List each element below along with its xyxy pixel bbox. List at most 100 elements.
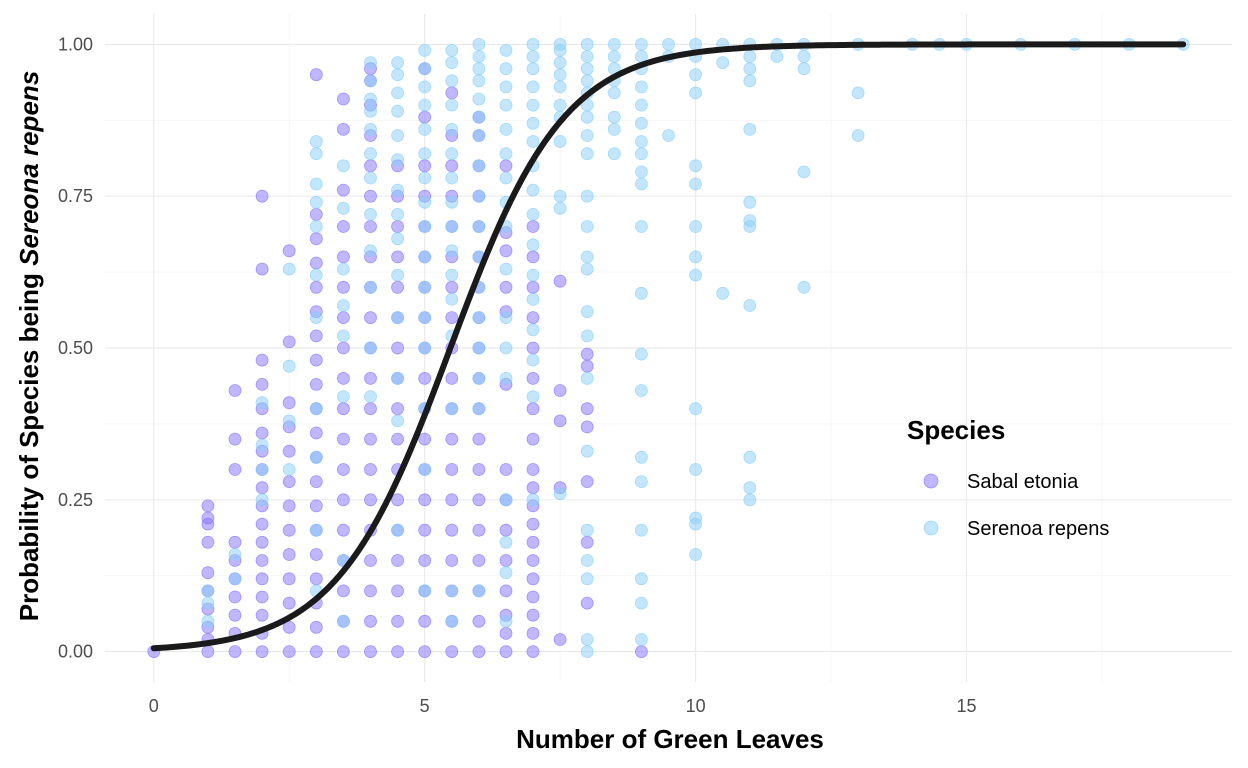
point-serenoa-repens — [580, 147, 594, 161]
point-serenoa-repens — [255, 438, 269, 452]
point-serenoa-repens — [336, 159, 350, 173]
point-serenoa-repens — [689, 268, 702, 282]
point-serenoa-repens — [635, 572, 648, 586]
point-serenoa-repens — [580, 444, 594, 458]
point-serenoa-repens — [607, 86, 621, 100]
point-sabal-etonia — [445, 463, 459, 476]
point-serenoa-repens — [580, 74, 594, 88]
point-serenoa-repens — [445, 56, 459, 69]
point-sabal-etonia — [364, 432, 377, 446]
point-serenoa-repens — [418, 311, 432, 325]
point-sabal-etonia — [282, 596, 296, 610]
point-sabal-etonia — [635, 645, 648, 658]
legend-key-sabal-etonia — [923, 473, 939, 489]
point-sabal-etonia — [472, 614, 486, 628]
point-sabal-etonia — [445, 280, 459, 294]
point-serenoa-repens — [472, 129, 486, 142]
point-sabal-etonia — [309, 426, 323, 440]
point-serenoa-repens — [364, 280, 377, 294]
point-serenoa-repens — [499, 493, 513, 507]
point-serenoa-repens — [607, 122, 621, 136]
point-sabal-etonia — [391, 402, 405, 416]
point-serenoa-repens — [445, 268, 459, 282]
point-sabal-etonia — [580, 535, 594, 549]
point-sabal-etonia — [336, 463, 350, 476]
point-serenoa-repens — [689, 548, 702, 561]
point-sabal-etonia — [309, 256, 323, 270]
point-serenoa-repens — [526, 323, 540, 337]
point-sabal-etonia — [391, 493, 405, 507]
point-sabal-etonia — [255, 554, 269, 567]
point-sabal-etonia — [472, 554, 486, 567]
point-serenoa-repens — [309, 147, 323, 161]
point-sabal-etonia — [391, 280, 405, 294]
point-serenoa-repens — [309, 220, 323, 233]
point-serenoa-repens — [743, 214, 757, 227]
point-serenoa-repens — [580, 305, 594, 319]
point-serenoa-repens — [391, 268, 405, 282]
point-sabal-etonia — [282, 645, 296, 658]
point-serenoa-repens — [309, 402, 323, 416]
point-sabal-etonia — [526, 463, 540, 476]
point-sabal-etonia — [364, 371, 377, 385]
point-sabal-etonia — [201, 535, 215, 549]
point-sabal-etonia — [255, 645, 269, 658]
point-serenoa-repens — [391, 207, 405, 221]
legend-title: Species — [907, 415, 1005, 445]
x-tick-label: 15 — [956, 696, 976, 716]
point-serenoa-repens — [635, 38, 648, 51]
point-serenoa-repens — [716, 286, 730, 300]
point-sabal-etonia — [445, 371, 459, 385]
point-sabal-etonia — [336, 584, 350, 598]
point-sabal-etonia — [336, 183, 350, 197]
point-sabal-etonia — [553, 274, 567, 288]
point-serenoa-repens — [662, 38, 675, 51]
point-serenoa-repens — [553, 189, 567, 203]
point-serenoa-repens — [445, 402, 459, 416]
point-sabal-etonia — [526, 220, 540, 233]
point-serenoa-repens — [418, 122, 432, 136]
point-serenoa-repens — [391, 68, 405, 82]
y-tick-label: 0.75 — [58, 186, 93, 206]
point-sabal-etonia — [526, 432, 540, 446]
point-serenoa-repens — [635, 384, 648, 397]
point-sabal-etonia — [364, 463, 377, 476]
point-sabal-etonia — [255, 517, 269, 531]
point-serenoa-repens — [418, 195, 432, 209]
point-serenoa-repens — [391, 371, 405, 385]
x-axis-title: Number of Green Leaves — [516, 724, 824, 754]
point-serenoa-repens — [580, 371, 594, 385]
point-sabal-etonia — [255, 262, 269, 276]
point-serenoa-repens — [580, 220, 594, 233]
point-serenoa-repens — [418, 62, 432, 76]
point-serenoa-repens — [499, 566, 513, 580]
point-sabal-etonia — [499, 523, 513, 537]
point-serenoa-repens — [472, 371, 486, 385]
point-serenoa-repens — [336, 262, 350, 276]
point-sabal-etonia — [391, 554, 405, 567]
point-serenoa-repens — [472, 341, 486, 355]
point-serenoa-repens — [445, 122, 459, 136]
point-serenoa-repens — [309, 268, 323, 282]
point-sabal-etonia — [499, 280, 513, 294]
point-sabal-etonia — [336, 371, 350, 385]
point-serenoa-repens — [553, 38, 567, 51]
point-serenoa-repens — [580, 329, 594, 343]
point-serenoa-repens — [499, 535, 513, 549]
point-sabal-etonia — [445, 159, 459, 173]
point-serenoa-repens — [391, 183, 405, 197]
point-sabal-etonia — [309, 475, 323, 489]
point-sabal-etonia — [418, 493, 432, 507]
point-serenoa-repens — [635, 116, 648, 130]
point-serenoa-repens — [635, 165, 648, 179]
point-serenoa-repens — [472, 110, 486, 124]
point-sabal-etonia — [228, 463, 242, 476]
point-sabal-etonia — [282, 444, 296, 458]
point-sabal-etonia — [255, 572, 269, 586]
point-sabal-etonia — [499, 159, 513, 173]
point-serenoa-repens — [526, 38, 540, 51]
point-sabal-etonia — [364, 614, 377, 628]
point-sabal-etonia — [309, 620, 323, 634]
point-serenoa-repens — [391, 311, 405, 325]
point-serenoa-repens — [499, 80, 513, 94]
